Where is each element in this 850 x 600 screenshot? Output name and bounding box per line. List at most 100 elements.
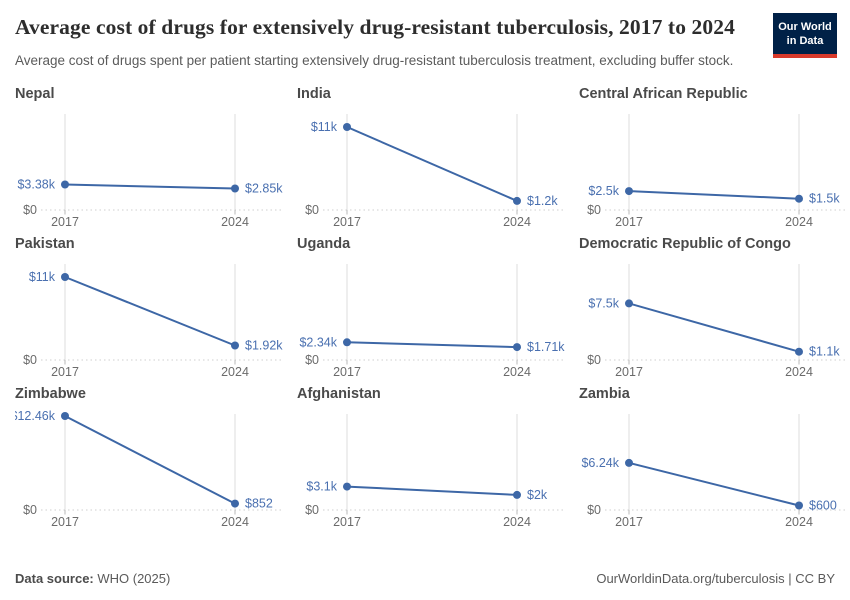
y-zero-label: $0 [305, 503, 319, 517]
data-point-2024 [795, 501, 803, 510]
y-zero-label: $0 [587, 353, 601, 367]
y-zero-label: $0 [23, 503, 37, 517]
chart-subtitle: Average cost of drugs spent per patient … [15, 52, 734, 68]
facet-title: Afghanistan [297, 385, 381, 402]
value-label-2024: $2.85k [245, 181, 283, 195]
x-tick-label-2017: 2017 [615, 365, 643, 378]
data-point-2017 [625, 186, 633, 195]
value-label-2024: $2k [527, 488, 548, 502]
facet-title: Nepal [15, 85, 55, 102]
value-label-2017: $2.5k [588, 184, 619, 198]
trend-line [628, 461, 800, 507]
facet-title: Zambia [579, 385, 630, 402]
data-point-2017 [343, 122, 351, 131]
owid-logo-line1: Our World [778, 21, 832, 33]
facet-chart: $0 2017 2024 $3.38k $2.85k [17, 113, 283, 228]
y-zero-label: $0 [305, 203, 319, 217]
facet-title: Central African Republic [579, 85, 748, 102]
data-point-2024 [231, 499, 239, 508]
facet-panel: Uganda $0 2017 2024 $2.34k $1.71k [297, 236, 569, 386]
value-label-2024: $600 [809, 498, 837, 512]
owid-logo: Our World in Data [773, 13, 837, 58]
facet-panel: Democratic Republic of Congo $0 2017 2024 $7… [579, 236, 850, 386]
value-label-2024: $1.5k [809, 191, 840, 205]
x-tick-label-2017: 2017 [333, 215, 361, 228]
facet-panel: India $0 2017 2024 $11k $1.2k [297, 86, 569, 236]
value-label-2017: $6.24k [581, 456, 619, 470]
value-label-2024: $1.1k [809, 344, 840, 358]
data-point-2024 [513, 196, 521, 205]
data-point-2017 [343, 338, 351, 347]
data-point-2024 [513, 490, 521, 499]
data-point-2024 [795, 194, 803, 203]
facet-chart: $0 2017 2024 $12.46k $852 [15, 410, 281, 528]
x-tick-label-2024: 2024 [221, 215, 249, 228]
y-zero-label: $0 [587, 203, 601, 217]
value-label-2017: $3.38k [17, 177, 55, 191]
value-label-2024: $1.92k [245, 338, 283, 352]
facet-chart: $0 2017 2024 $3.1k $2k [305, 413, 563, 528]
facet-chart: $0 2017 2024 $7.5k $1.1k [587, 263, 845, 378]
facet-chart: $0 2017 2024 $6.24k $600 [581, 413, 845, 528]
facet-panel: Zimbabwe $0 2017 2024 $12.46k $852 [15, 386, 287, 536]
data-point-2024 [231, 184, 239, 193]
facet-chart: $0 2017 2024 $2.5k $1.5k [587, 113, 845, 228]
y-zero-label: $0 [305, 353, 319, 367]
facet-title: India [297, 85, 331, 102]
facet-chart: $0 2017 2024 $11k $1.92k [23, 263, 283, 378]
page-footer: Data source: WHO (2025) OurWorldinData.o… [15, 571, 835, 586]
data-point-2017 [61, 180, 69, 189]
page-title: Average cost of drugs for extensively dr… [15, 15, 735, 39]
owid-logo-line2: in Data [786, 35, 824, 48]
x-tick-label-2017: 2017 [51, 515, 79, 528]
facet-title: Zimbabwe [15, 385, 86, 402]
value-label-2017: $2.34k [299, 335, 337, 349]
trend-line [628, 302, 800, 353]
data-point-2024 [513, 342, 521, 351]
x-tick-label-2024: 2024 [503, 215, 531, 228]
facet-panel: Zambia $0 2017 2024 $6.24k $600 [579, 386, 850, 536]
value-label-2024: $1.71k [527, 340, 565, 354]
x-tick-label-2017: 2017 [615, 215, 643, 228]
value-label-2017: $7.5k [588, 296, 619, 310]
trend-line [64, 414, 236, 505]
y-zero-label: $0 [587, 503, 601, 517]
facet-grid: Nepal $0 2017 2024 $3.38k $2.85k India $0 2017 20… [15, 86, 845, 536]
x-tick-label-2017: 2017 [51, 215, 79, 228]
data-point-2024 [795, 347, 803, 356]
trend-line [346, 341, 518, 348]
trend-line [628, 189, 800, 200]
value-label-2024: $1.2k [527, 194, 558, 208]
data-point-2017 [625, 299, 633, 308]
facet-panel: Nepal $0 2017 2024 $3.38k $2.85k [15, 86, 287, 236]
x-tick-label-2024: 2024 [221, 365, 249, 378]
value-label-2017: $12.46k [15, 410, 56, 423]
value-label-2017: $11k [311, 120, 338, 134]
data-source-value: WHO (2025) [93, 571, 171, 586]
x-tick-label-2024: 2024 [785, 515, 813, 528]
facet-title: Democratic Republic of Congo [579, 235, 791, 252]
value-label-2024: $852 [245, 496, 273, 510]
y-zero-label: $0 [23, 353, 37, 367]
x-tick-label-2024: 2024 [785, 215, 813, 228]
data-point-2017 [61, 411, 69, 420]
data-point-2017 [343, 482, 351, 491]
x-tick-label-2024: 2024 [221, 515, 249, 528]
value-label-2017: $11k [29, 270, 56, 284]
data-point-2017 [61, 272, 69, 281]
x-tick-label-2024: 2024 [785, 365, 813, 378]
x-tick-label-2017: 2017 [333, 515, 361, 528]
trend-line [64, 183, 236, 190]
facet-title: Uganda [297, 235, 351, 252]
data-source: Data source: WHO (2025) [15, 571, 170, 586]
x-tick-label-2024: 2024 [503, 365, 531, 378]
value-label-2017: $3.1k [306, 479, 337, 493]
data-point-2017 [625, 458, 633, 467]
data-point-2024 [231, 341, 239, 350]
facet-chart: $0 2017 2024 $2.34k $1.71k [299, 263, 565, 378]
x-tick-label-2017: 2017 [615, 515, 643, 528]
facet-chart: $0 2017 2024 $11k $1.2k [305, 113, 563, 228]
x-tick-label-2017: 2017 [333, 365, 361, 378]
facet-panel: Afghanistan $0 2017 2024 $3.1k $2k [297, 386, 569, 536]
